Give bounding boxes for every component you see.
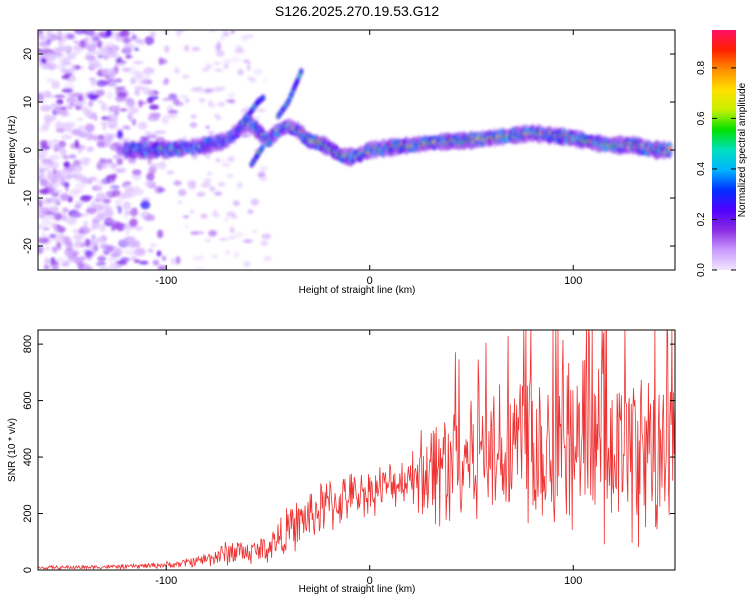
colorbar-ticks: 0.0 0.2 0.4 0.6 0.8 xyxy=(696,61,736,277)
x-tick-label: -100 xyxy=(155,275,177,287)
spectrogram-y-label: Frequency (Hz) xyxy=(7,116,18,185)
x-tick-label: 0 xyxy=(367,275,373,287)
snr-x-label: Height of straight line (km) xyxy=(299,584,416,595)
colorbar-tick-label: 0.2 xyxy=(696,212,707,226)
spectrogram-image xyxy=(38,30,674,270)
colorbar-tick-label: 0.6 xyxy=(696,111,707,125)
x-tick-label: 100 xyxy=(564,575,582,587)
y-tick-label: 600 xyxy=(22,391,34,409)
colorbar-panel: 0.0 0.2 0.4 0.6 0.8 Normalized spectral ampl… xyxy=(696,30,748,277)
x-tick-label: 0 xyxy=(367,575,373,587)
snr-frame xyxy=(37,329,676,571)
y-tick-label: 0 xyxy=(22,567,34,573)
snr-panel: -100 0 100 0 200 400 600 800 Height of straight… xyxy=(7,329,676,595)
y-tick-label: 0 xyxy=(22,147,34,153)
x-tick-label: -100 xyxy=(155,575,177,587)
y-tick-label: 400 xyxy=(22,448,34,466)
x-tick-label: 100 xyxy=(564,275,582,287)
colorbar-label: Normalized spectral amplitude xyxy=(737,82,748,217)
y-tick-label: 10 xyxy=(22,96,34,108)
colorbar-tick-label: 0.8 xyxy=(696,61,707,75)
snr-series-line xyxy=(38,330,675,570)
y-tick-label: -20 xyxy=(22,238,34,254)
colorbar-gradient xyxy=(712,30,736,270)
y-tick-label: 200 xyxy=(22,504,34,522)
y-tick-label: 20 xyxy=(22,48,34,60)
colorbar-tick-label: 0.0 xyxy=(696,263,707,277)
spectrogram-x-label: Height of straight line (km) xyxy=(299,285,416,296)
snr-y-label: SNR (10 * v/v) xyxy=(7,418,18,482)
y-tick-label: -10 xyxy=(22,190,34,206)
y-tick-label: 800 xyxy=(22,335,34,353)
colorbar-tick-label: 0.4 xyxy=(696,162,707,176)
snr-ticks: -100 0 100 0 200 400 600 800 xyxy=(22,330,675,587)
figure-title: S126.2025.270.19.53.G12 xyxy=(275,3,439,19)
